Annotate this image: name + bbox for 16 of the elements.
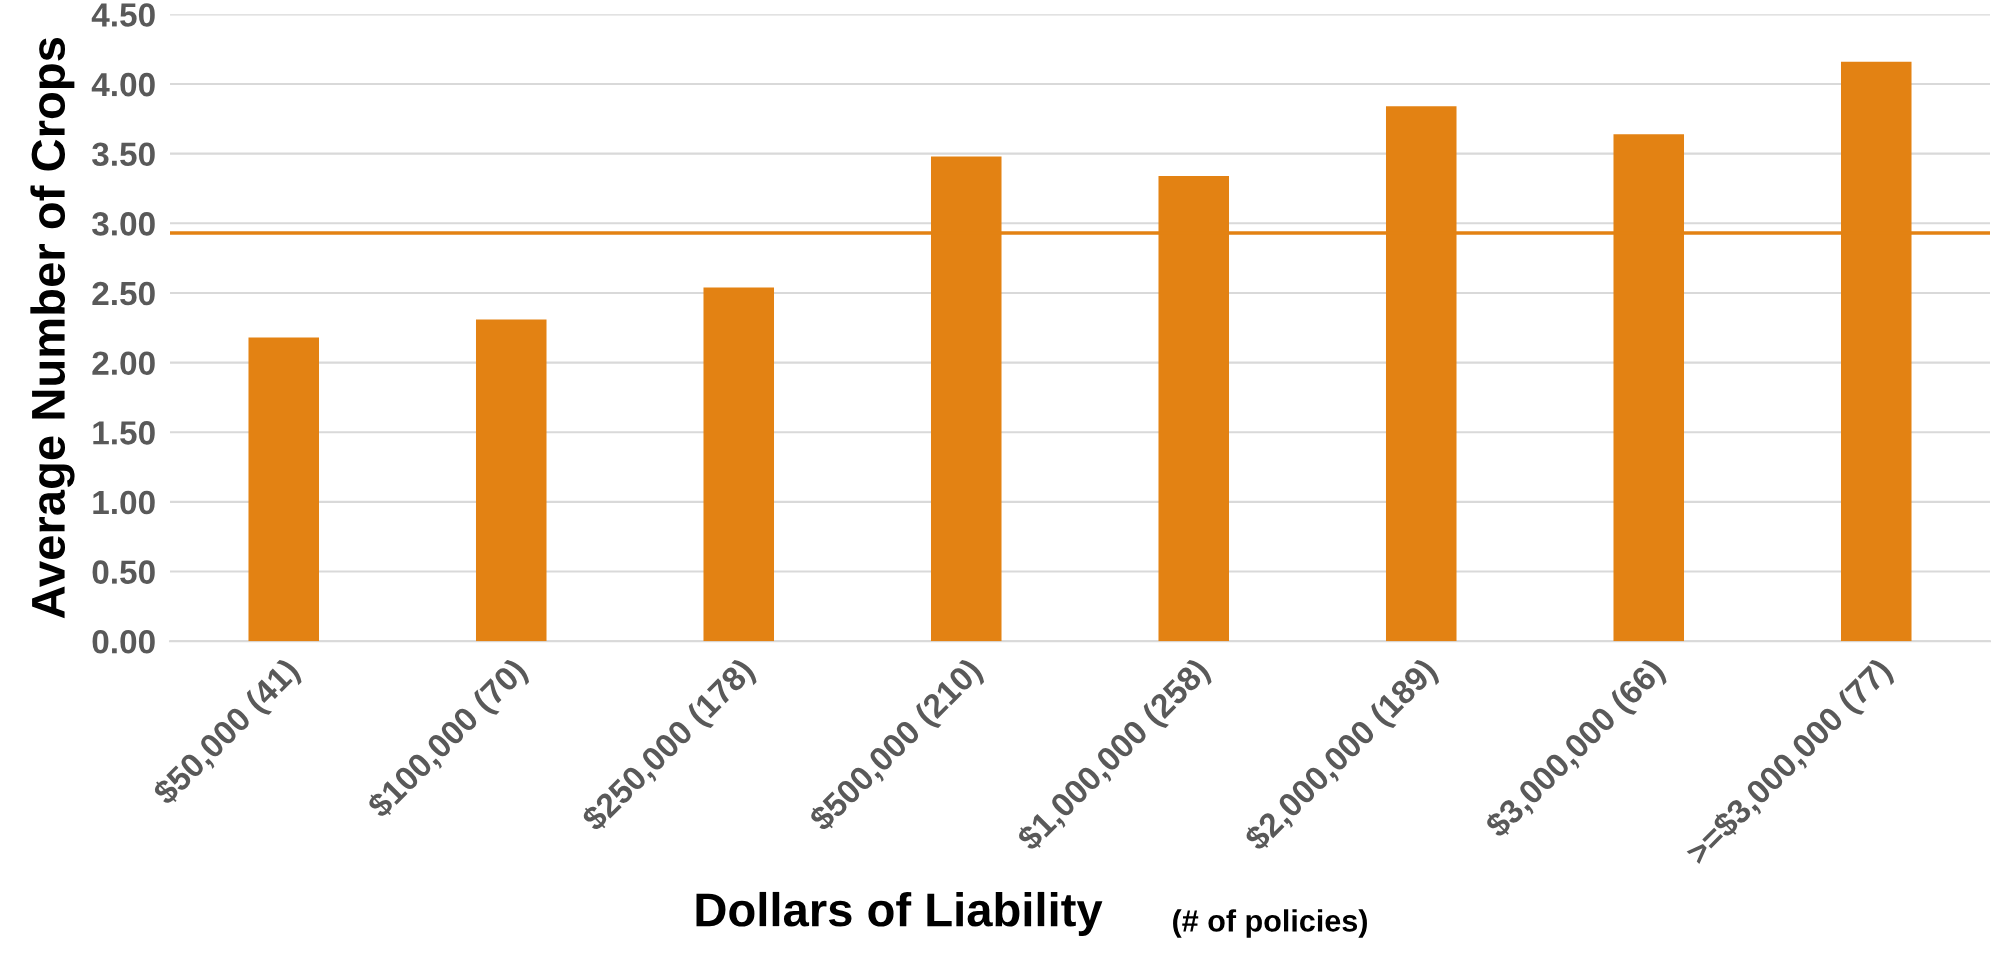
x-axis-title: Dollars of Liability [696, 891, 1103, 936]
y-axis-title: Average Number of Crops [30, 38, 75, 619]
y-tick-label: 0.00 [92, 629, 155, 654]
bar [475, 319, 547, 642]
y-tick-label: 0.50 [92, 560, 155, 584]
bar [703, 287, 775, 642]
y-tick-label: 1.00 [93, 490, 155, 515]
y-tick-label: 2.00 [92, 351, 155, 375]
y-tick-label: 3.50 [92, 142, 155, 167]
text: (# of policies) [1173, 909, 1367, 938]
y-tick-label: 1.50 [93, 421, 155, 445]
y-tick-label: 2.50 [92, 281, 155, 306]
y-tick-label: 3.00 [92, 212, 155, 236]
bar [248, 337, 320, 642]
y-tick-label: 4.50 [91, 3, 155, 27]
y-tick-label: 4.00 [91, 72, 155, 97]
